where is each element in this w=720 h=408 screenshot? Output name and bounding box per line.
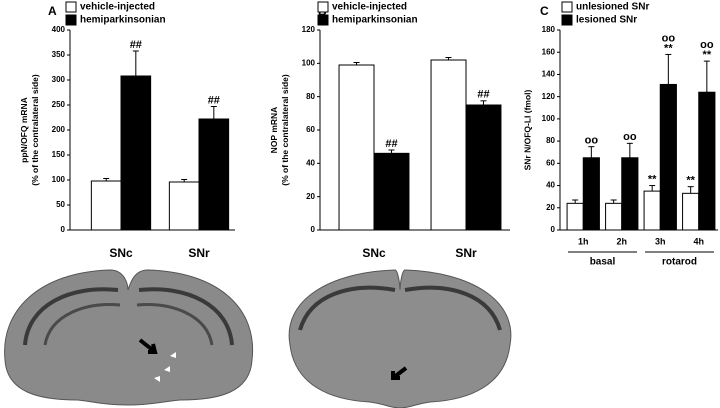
y-tick-label: 60 (306, 125, 315, 134)
annotation: oo (623, 131, 637, 143)
y-tick-label: 100 (302, 58, 316, 67)
x-tick-label: SNc (109, 246, 133, 260)
brain-shape (4, 269, 254, 406)
annotation: oo (662, 32, 676, 44)
annotation: ** (648, 173, 657, 185)
y-tick-label: 60 (546, 158, 555, 167)
y-tick-label: 250 (52, 100, 66, 109)
legend-label: vehicle-injected (332, 2, 407, 13)
group-label: rotarod (662, 257, 697, 268)
x-tick-label: 1h (578, 236, 589, 246)
y-tick-label: 120 (302, 25, 316, 34)
annotation: ** (703, 49, 712, 61)
group-label: basal (590, 257, 616, 268)
y-tick-label: 80 (546, 136, 555, 145)
annotation: oo (585, 135, 599, 147)
y-tick-label: 40 (546, 181, 555, 190)
y-tick-label: 0 (551, 225, 556, 234)
y-axis-label: (% of the contralateral side) (280, 74, 290, 186)
hippocampus (136, 303, 214, 346)
x-tick-label: 4h (693, 236, 704, 246)
legend-label: hemiparkinsonian (332, 15, 418, 26)
legend-swatch (561, 14, 573, 26)
y-axis-label: ppN/OFQ mRNA (19, 97, 29, 163)
y-tick-label: 120 (542, 92, 556, 101)
x-tick-label: SNr (455, 246, 477, 260)
x-tick-label: SNc (362, 246, 386, 260)
bar (373, 152, 410, 231)
hippocampus (43, 303, 121, 346)
panel-letter: C (540, 4, 549, 18)
panel-letter: A (48, 4, 57, 18)
annotation: ## (208, 94, 220, 106)
legend-swatch (317, 14, 329, 26)
bar (582, 157, 600, 231)
y-axis-label: NOP mRNA (269, 107, 279, 154)
y-tick-label: 0 (61, 225, 66, 234)
cortex-band (404, 285, 502, 331)
y-tick-label: 350 (52, 50, 66, 59)
brain-image-left (4, 269, 254, 406)
y-tick-label: 20 (306, 192, 315, 201)
y-tick-label: 140 (542, 70, 556, 79)
y-tick-label: 100 (542, 114, 556, 123)
bar (682, 192, 700, 231)
legend-label: unlesioned SNr (576, 2, 649, 13)
x-tick-label: SNr (188, 246, 210, 260)
brain-image-right (288, 269, 512, 408)
bar (168, 181, 200, 231)
bar (566, 202, 584, 231)
bar (198, 118, 230, 231)
bar (605, 202, 623, 231)
arrowheads (154, 352, 176, 382)
cortex-band (23, 287, 119, 346)
bar (338, 64, 375, 231)
legend-swatch (65, 14, 77, 26)
y-tick-label: 100 (52, 175, 66, 184)
legend-swatch (561, 1, 573, 13)
legend-swatch (317, 1, 329, 13)
brain-shape (288, 269, 512, 408)
y-tick-label: 80 (306, 92, 315, 101)
bar (465, 104, 502, 231)
y-tick-label: 400 (52, 25, 66, 34)
y-tick-label: 180 (542, 25, 556, 34)
y-tick-label: 160 (542, 47, 556, 56)
bar (698, 91, 716, 231)
annotation: ## (385, 138, 397, 150)
annotation: ** (664, 42, 673, 54)
y-tick-label: 40 (306, 158, 315, 167)
y-tick-label: 0 (311, 225, 316, 234)
bar (621, 157, 639, 231)
y-axis-label: SNr N/OFQ-LI (fmol) (522, 89, 532, 170)
annotation: ** (686, 175, 695, 187)
bar (430, 59, 467, 231)
annotation: oo (700, 39, 714, 51)
arrow (138, 338, 158, 354)
legend-label: lesioned SNr (576, 15, 637, 26)
bar (90, 180, 122, 231)
legend-swatch (65, 1, 77, 13)
arrow (391, 366, 408, 380)
y-tick-label: 50 (56, 200, 65, 209)
legend-label: vehicle-injected (80, 2, 155, 13)
bar (643, 190, 661, 231)
y-tick-label: 300 (52, 75, 66, 84)
bar (659, 83, 677, 231)
y-axis-label: (% of the contralateral side) (30, 74, 40, 186)
bar (120, 75, 152, 231)
cortex-band (138, 287, 234, 346)
annotation: ## (130, 39, 142, 51)
annotation: ## (477, 89, 489, 101)
y-tick-label: 150 (52, 150, 66, 159)
y-tick-label: 200 (52, 125, 66, 134)
cortex-band (298, 285, 396, 331)
x-tick-label: 2h (616, 236, 627, 246)
legend-label: hemiparkinsonian (80, 15, 166, 26)
y-tick-label: 20 (546, 203, 555, 212)
x-tick-label: 3h (655, 236, 666, 246)
